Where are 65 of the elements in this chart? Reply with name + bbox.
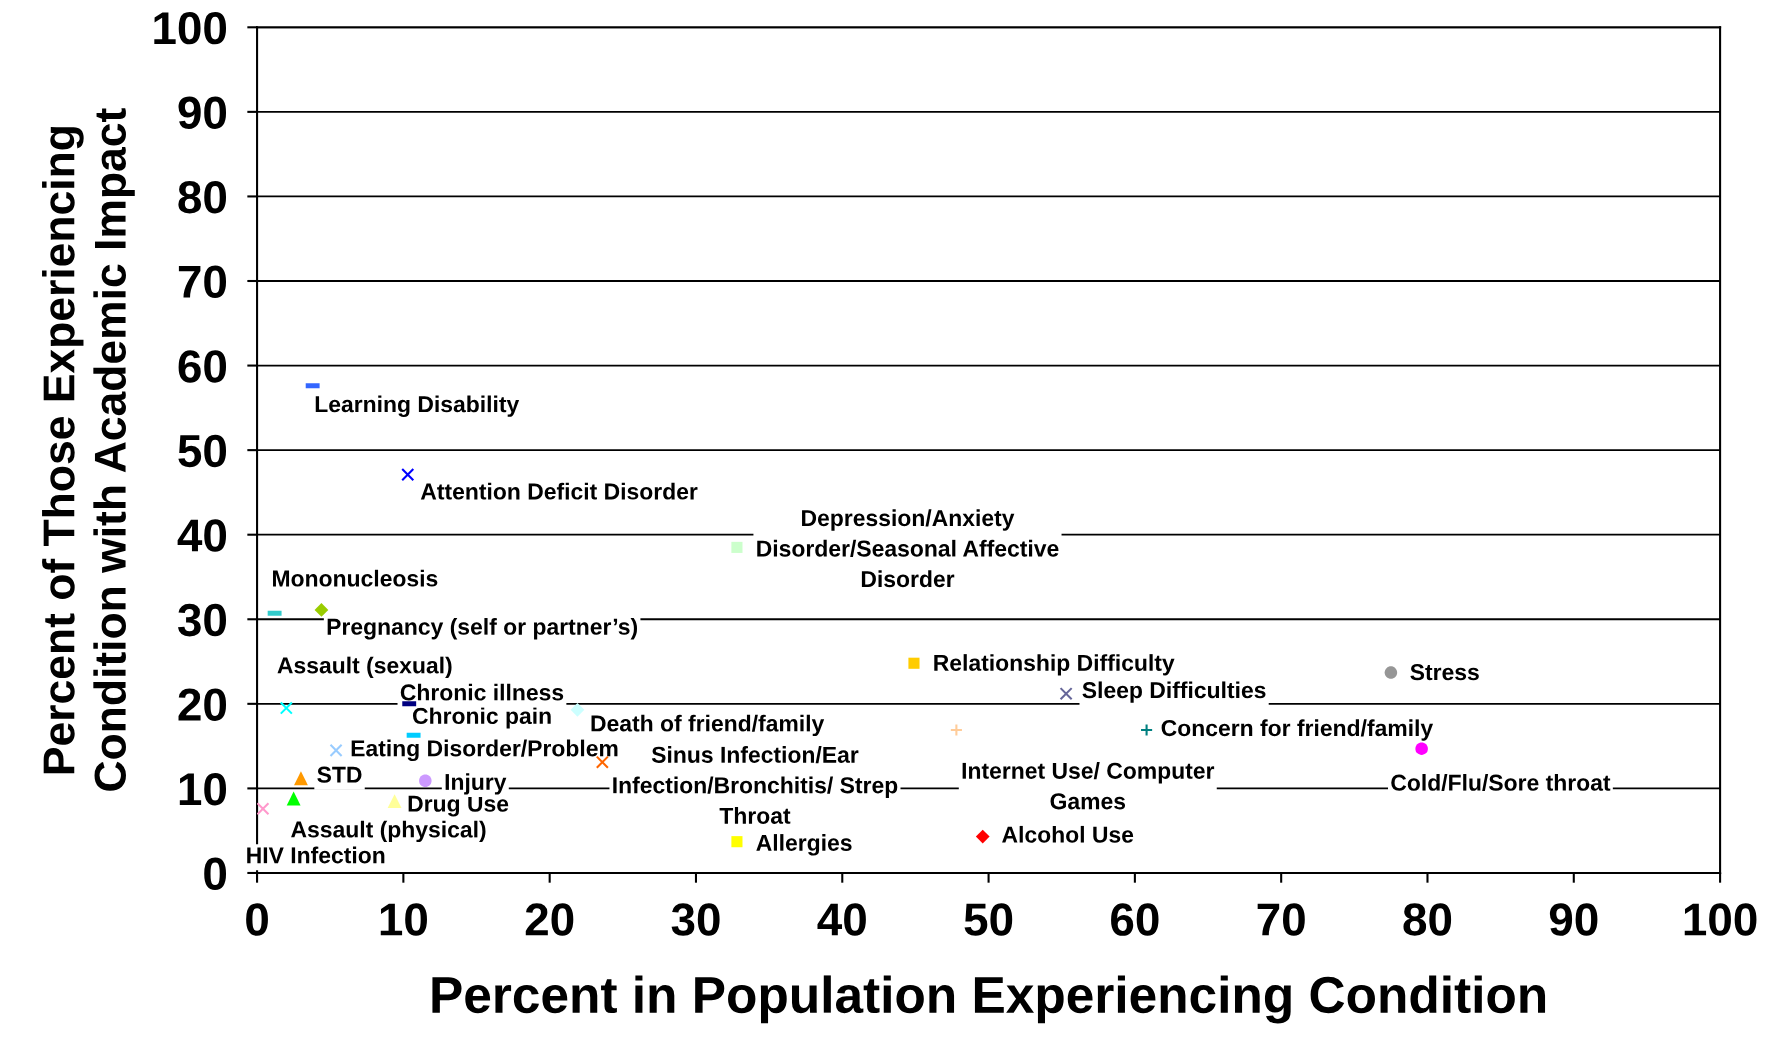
point: [908, 657, 920, 669]
x-tick-label: 10: [380, 903, 427, 936]
point: [387, 794, 402, 809]
y-axis-title: Percent of Those Experiencing Condition with Academic Impact: [42, 108, 135, 791]
point: [329, 743, 343, 757]
series-label: Depression/Anxiety Disorder/Seasonal Affective Disorder: [757, 509, 1059, 588]
x-tick-label: 50: [964, 903, 1013, 936]
series-label: Cold/Flu/Sore throat: [1391, 773, 1611, 792]
y-tick-label: 40: [177, 519, 227, 552]
series-label: Injury: [445, 773, 507, 795]
point: [279, 701, 293, 715]
point: [731, 836, 743, 848]
x-tick-label: 70: [1257, 903, 1305, 936]
series-label: Allergies: [756, 834, 852, 856]
x-axis-title: Percent in Population Experiencing Condition: [432, 975, 1546, 1024]
y-tick-label: 0: [204, 857, 227, 891]
point: [314, 603, 329, 617]
series-label: Assault (sexual): [277, 656, 452, 679]
series-label: Chronic pain: [412, 707, 551, 729]
point: [570, 702, 585, 717]
y-tick-label: 60: [178, 350, 227, 383]
series-label: Assault (physical): [291, 820, 486, 843]
point: [1139, 723, 1154, 737]
point: [1415, 742, 1428, 755]
x-tick-label: 0: [246, 903, 268, 936]
x-tick-label: 80: [1403, 903, 1452, 936]
y-tick-label: 100: [154, 11, 227, 45]
series-label: Death of friend/family: [591, 714, 825, 737]
point: [975, 829, 990, 844]
x-tick-label: 30: [671, 903, 720, 936]
series-label: Relationship Difficulty: [934, 654, 1175, 676]
series-label: HIV Infection: [247, 846, 385, 864]
point: [419, 774, 432, 788]
point: [1059, 687, 1073, 701]
series-label: STD: [317, 766, 362, 783]
x-tick-label: 40: [817, 903, 866, 936]
y-tick-label: 80: [178, 181, 227, 214]
series-label: Internet Use/ Computer Games: [962, 762, 1215, 810]
series-label: Chronic illness: [400, 683, 564, 701]
point: [294, 771, 308, 786]
y-tick-label: 30: [177, 603, 227, 637]
series-label: Mononucleosis: [273, 569, 438, 587]
x-tick-label: 90: [1549, 903, 1598, 936]
series-label: Drug Use: [408, 795, 509, 817]
y-tick-label: 50: [178, 434, 227, 468]
series-label: Attention Deficit Disorder: [420, 482, 698, 500]
point: [401, 468, 415, 482]
y-tick-label: 20: [178, 688, 227, 721]
point: [731, 541, 743, 553]
point: [949, 723, 963, 737]
x-tick-label: 100: [1684, 903, 1757, 936]
series-label: Pregnancy (self or partner’s): [327, 618, 638, 640]
point: [257, 802, 270, 816]
series-label: Alcohol Use: [1002, 825, 1134, 843]
x-tick-label: 60: [1111, 903, 1159, 936]
series-label: Learning Disability: [315, 395, 520, 417]
y-tick-label: 90: [178, 96, 227, 129]
point: [1384, 666, 1398, 679]
series-label: Sleep Difficulties: [1082, 681, 1266, 703]
y-tick-label: 10: [179, 773, 227, 806]
series-label: Stress: [1410, 664, 1479, 681]
y-tick-label: 70: [178, 265, 227, 299]
point: [286, 791, 301, 806]
x-tick-label: 20: [525, 903, 574, 936]
series-label: Concern for friend/family: [1161, 719, 1434, 741]
